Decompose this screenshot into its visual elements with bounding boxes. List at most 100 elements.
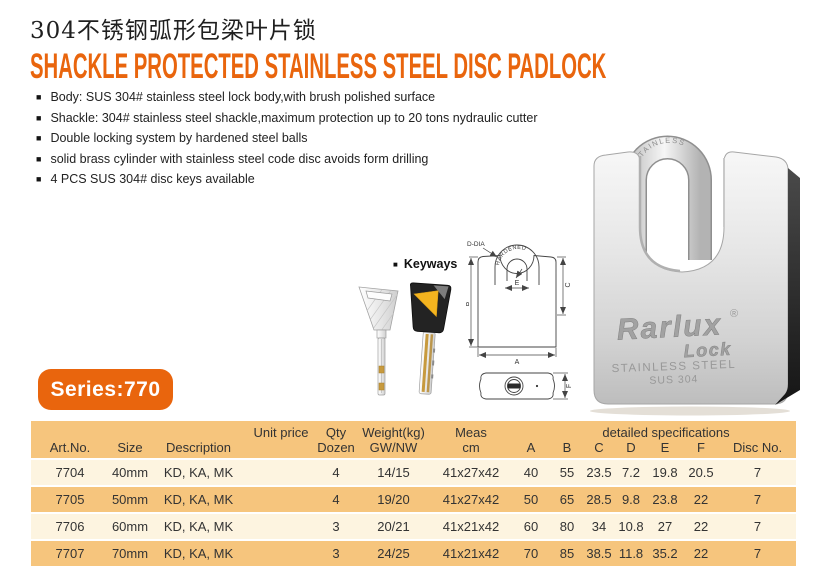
cell-art: 7704	[55, 465, 85, 480]
cell-D: 11.8	[618, 546, 644, 561]
brand-text: Rarlux	[616, 308, 723, 346]
key-metal	[358, 286, 399, 396]
cell-D: 9.8	[621, 492, 641, 507]
header-text: Disc No.	[732, 440, 783, 455]
cell-desc: KD, KA, MK	[163, 492, 234, 507]
cell-size: 60mm	[111, 519, 149, 534]
cell-disc: 7	[753, 519, 762, 534]
header-cell-E: E	[647, 421, 683, 458]
keyhole-slot	[507, 383, 521, 389]
header-text: A	[526, 440, 536, 455]
header-cell-disc: Disc No.	[719, 421, 796, 458]
cell-E: 19.8	[652, 465, 678, 480]
cell-weight: 14/15	[377, 465, 410, 480]
cell-B: 65	[559, 492, 575, 507]
cell-art: 7707	[55, 546, 85, 561]
dimension-diagram: D-DIA HARDENED E B A C F	[466, 241, 573, 400]
cell-A: 70	[523, 546, 539, 561]
registered-mark: ®	[730, 308, 738, 320]
square-bullet-icon: ■	[36, 153, 42, 164]
keyways-text: Keyways	[403, 257, 458, 271]
header-text: Dozen	[317, 440, 355, 455]
cell-qty: 3	[332, 519, 340, 534]
feature-list: ■ Body: SUS 304# stainless steel lock bod…	[36, 88, 538, 191]
cell-F: 22	[693, 519, 709, 534]
header-cell-C: C	[583, 421, 615, 458]
cell-disc: 7	[753, 465, 762, 480]
cell-disc: 7	[753, 492, 762, 507]
table-row: 7704 40mm KD, KA, MK 4 14/15 41x27x42 40 55 23.5…	[31, 460, 796, 487]
cell-desc: KD, KA, MK	[163, 465, 234, 480]
keyways-label: ■ Keyways	[393, 257, 457, 271]
engraving-line2: SUS 304	[649, 373, 698, 387]
header-text: Qty	[325, 425, 347, 440]
cell-A: 60	[523, 519, 539, 534]
table-row: 7706 60mm KD, KA, MK 3 20/21 41x21x42 60 80 34 10…	[31, 514, 796, 541]
header-text: D	[626, 440, 636, 455]
header-text: F	[697, 440, 705, 455]
table-header: detailed specifications Art.No. Size Descr…	[31, 421, 796, 460]
table-rows: 7704 40mm KD, KA, MK 4 14/15 41x27x42 40 55 23.5…	[31, 460, 796, 568]
cell-meas: 41x21x42	[442, 546, 500, 561]
cell-desc: KD, KA, MK	[163, 519, 234, 534]
brand-sub-text: Lock	[683, 339, 732, 361]
cell-weight: 19/20	[377, 492, 410, 507]
header-text: Size	[117, 440, 143, 455]
dim-label-e: E	[515, 280, 520, 287]
header-text: GW/NW	[369, 440, 418, 455]
header-text: Weight(kg)	[362, 425, 425, 440]
square-bullet-icon: ■	[36, 112, 42, 123]
header-text: Meas	[455, 425, 487, 440]
header-cell-A: A	[511, 421, 551, 458]
padlock-photo: STAINLESS Rarlux ® Lock STAINLESS STEEL …	[590, 135, 800, 416]
padlock-shadow	[590, 406, 790, 416]
feature-item: ■ 4 PCS SUS 304# disc keys available	[36, 170, 538, 191]
header-cell-art: Art.No.	[31, 421, 109, 458]
header-text: Art.No.	[49, 440, 91, 455]
cell-unit	[246, 514, 316, 539]
header-cell-F: F	[683, 421, 719, 458]
feature-item: ■ solid brass cylinder with stainless ste…	[36, 150, 538, 171]
cell-B: 55	[559, 465, 575, 480]
cell-E: 27	[657, 519, 673, 534]
square-bullet-icon: ■	[36, 92, 42, 102]
cell-F: 22	[693, 546, 709, 561]
header-text: cm	[462, 440, 480, 455]
header-text: C	[594, 440, 604, 455]
header-cell-meas: Meas cm	[431, 421, 511, 458]
header-cell-size: Size	[109, 421, 151, 458]
cell-B: 80	[559, 519, 575, 534]
cell-weight: 20/21	[377, 519, 410, 534]
cell-unit	[246, 541, 316, 566]
cell-E: 35.2	[652, 546, 678, 561]
feature-text: Body: SUS 304# stainless steel lock body…	[50, 90, 436, 104]
header-text: Unit price	[253, 425, 309, 440]
lock-body: Rarlux ® Lock STAINLESS STEEL SUS 304	[593, 151, 800, 405]
dim-label-b: B	[466, 301, 471, 306]
cell-A: 40	[523, 465, 539, 480]
cell-D: 7.2	[621, 465, 641, 480]
feature-text: Double locking system by hardened steel …	[50, 131, 308, 145]
body-dark-edge	[775, 168, 800, 405]
header-text: Description	[165, 440, 232, 455]
product-title-chinese: 304不锈钢弧形包梁叶片锁	[30, 18, 317, 44]
header-text: E	[660, 440, 670, 455]
square-bullet-icon: ■	[36, 174, 42, 184]
header-cell-weight: Weight(kg) GW/NW	[356, 421, 431, 458]
header-cell-B: B	[551, 421, 583, 458]
header-cell-unit: Unit price	[246, 421, 316, 458]
cell-F: 20.5	[688, 465, 714, 480]
cell-disc: 7	[753, 546, 762, 561]
square-bullet-icon: ■	[36, 133, 42, 143]
feature-text: Shackle: 304# stainless steel shackle,ma…	[50, 110, 538, 125]
body-engraving: Rarlux ® Lock STAINLESS STEEL SUS 304	[611, 308, 738, 387]
header-cell-D: D	[615, 421, 647, 458]
header-text: B	[562, 440, 572, 455]
cell-meas: 41x21x42	[442, 519, 500, 534]
cell-meas: 41x27x42	[442, 492, 500, 507]
key-black	[409, 282, 452, 395]
feature-item: ■ Double locking system by hardened steel…	[36, 129, 538, 150]
cell-size: 70mm	[111, 546, 149, 561]
product-title-english: SHACKLE PROTECTED STAINLESS STEEL DISC P…	[30, 47, 607, 86]
